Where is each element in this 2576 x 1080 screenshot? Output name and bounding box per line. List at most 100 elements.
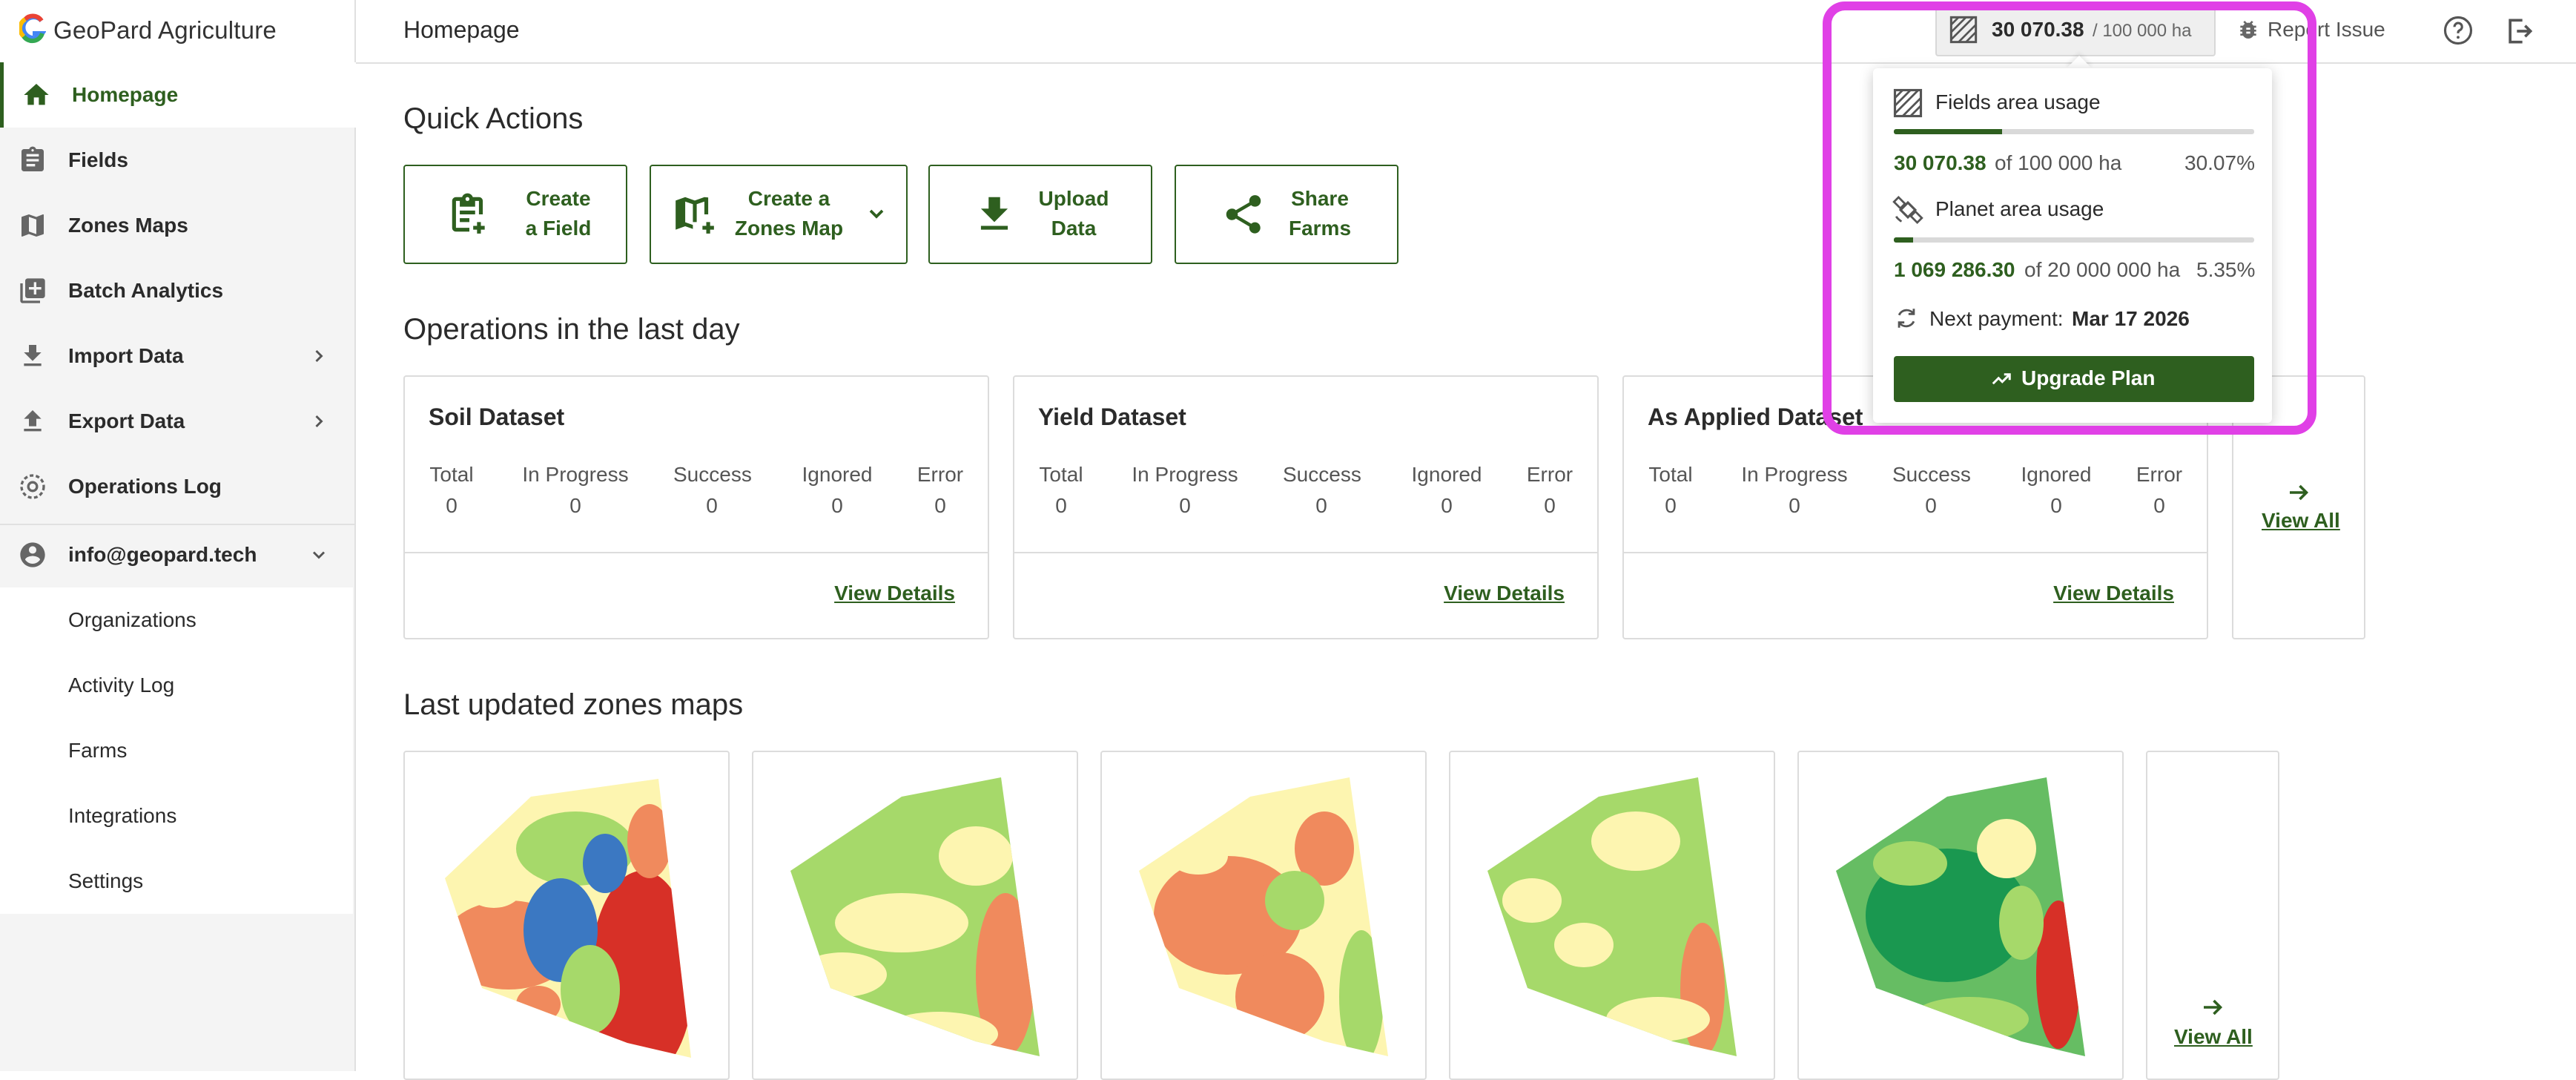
home-icon: [24, 84, 49, 105]
zone-map-thumbnail: [1139, 777, 1388, 1056]
next-payment-date: Mar 17 2026: [2072, 307, 2190, 330]
zone-map-card[interactable]: [1449, 751, 1775, 1080]
report-issue-link[interactable]: Report Issue: [2268, 18, 2385, 41]
zone-map-thumbnail: [1836, 777, 2085, 1056]
upload-icon: [24, 410, 42, 432]
stat-label: In Progress: [1132, 463, 1238, 486]
next-payment-label: Next payment:: [1929, 307, 2064, 330]
stat-value: 0: [831, 494, 843, 517]
view-details-link[interactable]: View Details: [834, 582, 955, 605]
sidebar-item-batch-analytics[interactable]: Batch Analytics: [0, 258, 354, 323]
sidebar-subitem-label: Activity Log: [68, 674, 175, 697]
view-all-link[interactable]: View All: [2262, 509, 2340, 532]
sidebar-subitem-activity-log[interactable]: Activity Log: [0, 653, 354, 718]
stat-label: Error: [917, 463, 964, 486]
sidebar-item-import-data[interactable]: Import Data: [0, 323, 354, 389]
sidebar-item-label: Operations Log: [68, 475, 222, 498]
fields-usage-title: Fields area usage: [1935, 90, 2101, 113]
zones-view-all-card[interactable]: View All: [2146, 751, 2279, 1080]
upload-data-button[interactable]: Upload Data: [928, 165, 1152, 264]
view-details-link[interactable]: View Details: [1444, 582, 1565, 605]
planet-usage-percent: 5.35%: [2196, 258, 2256, 281]
card-divider: [1014, 552, 1597, 553]
sidebar-subitem-integrations[interactable]: Integrations: [0, 783, 354, 849]
share-farms-button[interactable]: Share Farms: [1175, 165, 1398, 264]
clipboard-icon: [22, 146, 44, 171]
help-icon[interactable]: [2443, 15, 2474, 46]
chevron-right-icon: [315, 349, 323, 363]
clipboard-add-icon: [452, 193, 485, 234]
sidebar-item-homepage[interactable]: Homepage: [0, 62, 358, 128]
zone-map-card[interactable]: [752, 751, 1078, 1080]
planet-usage-title: Planet area usage: [1935, 197, 2104, 220]
sidebar-item-zones-maps[interactable]: Zones Maps: [0, 193, 354, 258]
fields-usage-percent: 30.07%: [2184, 151, 2255, 174]
view-details-link[interactable]: View Details: [2053, 582, 2174, 605]
stat-label: Success: [1283, 463, 1361, 486]
create-zones-map-button[interactable]: Create a Zones Map: [650, 165, 908, 264]
fields-usage-bar: [1894, 129, 2254, 134]
card-title: Soil Dataset: [429, 404, 565, 430]
fields-limit-text: of 100 000 ha: [1995, 151, 2122, 174]
stat-label: Success: [673, 463, 752, 486]
zones-maps-title: Last updated zones maps: [403, 688, 744, 721]
zone-map-thumbnail: [790, 777, 1040, 1056]
zone-map-card[interactable]: [1100, 751, 1427, 1080]
qa-label-line: Zones Map: [734, 217, 844, 240]
create-field-button[interactable]: Create a Field: [403, 165, 627, 264]
stat-value: 0: [446, 494, 458, 517]
upgrade-plan-button[interactable]: [1894, 356, 2254, 402]
stat-value: 0: [2050, 494, 2062, 517]
stat-label: In Progress: [522, 463, 629, 486]
sidebar-item-label: Zones Maps: [68, 214, 188, 237]
sidebar-subitem-organizations[interactable]: Organizations: [0, 587, 354, 653]
map-icon: [22, 214, 44, 237]
stat-label: Success: [1892, 463, 1971, 486]
sidebar-item-label: Homepage: [72, 83, 179, 106]
sidebar-item-label: Export Data: [68, 409, 185, 432]
sidebar-item-account[interactable]: info@geopard.tech: [0, 522, 354, 587]
sidebar-subitem-settings[interactable]: Settings: [0, 849, 354, 914]
brand-bar: [0, 0, 354, 64]
sidebar-subitem-farms[interactable]: Farms: [0, 718, 354, 783]
view-all-link[interactable]: View All: [2174, 1025, 2253, 1048]
highlight-annotation: [1823, 1, 2316, 435]
stat-label: Ignored: [1411, 463, 1482, 486]
sidebar-subitem-label: Organizations: [68, 608, 196, 631]
operations-icon: [20, 474, 45, 499]
stat-label: Total: [429, 463, 474, 486]
sidebar-item-operations-log[interactable]: Operations Log: [0, 454, 354, 519]
qa-label-line: a Field: [525, 217, 592, 240]
sidebar-item-label: Import Data: [68, 344, 184, 367]
geopard-logo-icon[interactable]: [19, 13, 46, 46]
stat-value: 0: [1315, 494, 1327, 517]
download-icon: [24, 345, 42, 366]
planet-usage-bar: [1894, 237, 2254, 243]
card-divider: [405, 552, 988, 553]
card-title: Yield Dataset: [1038, 404, 1186, 430]
planet-used-value: 1 069 286.30: [1894, 258, 2015, 281]
chevron-down-icon[interactable]: [865, 202, 888, 225]
sidebar-subitem-label: Settings: [68, 869, 144, 892]
stat-label: Total: [1648, 463, 1693, 486]
sidebar-item-label: info@geopard.tech: [68, 543, 257, 566]
stat-value: 0: [1789, 494, 1800, 517]
refresh-icon: [1898, 309, 1915, 328]
stat-label: Ignored: [2021, 463, 2092, 486]
bug-icon: [2240, 21, 2256, 39]
zone-map-card[interactable]: [403, 751, 730, 1080]
sidebar-divider: [0, 524, 354, 525]
qa-label-line: Create a: [747, 187, 830, 210]
sidebar-item-export-data[interactable]: Export Data: [0, 389, 354, 454]
qa-label-line: Share: [1291, 187, 1349, 210]
stat-value: 0: [1665, 494, 1677, 517]
sidebar-item-fields[interactable]: Fields: [0, 128, 354, 193]
brand-name: GeoPard Agriculture: [53, 16, 277, 44]
zone-map-card[interactable]: [1797, 751, 2124, 1080]
download-icon: [980, 197, 1008, 230]
stat-value: 0: [706, 494, 718, 517]
chevron-down-icon: [312, 551, 326, 559]
stat-label: Error: [2136, 463, 2183, 486]
logout-icon[interactable]: [2503, 15, 2536, 47]
satellite-icon: [1892, 195, 1923, 225]
